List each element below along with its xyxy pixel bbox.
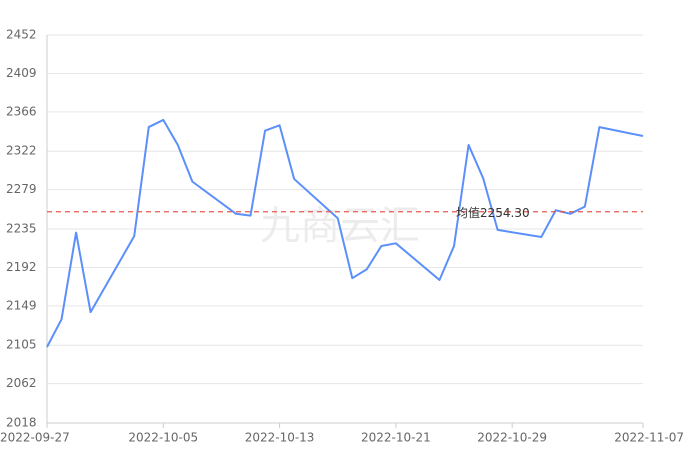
y-tick-label: 2322 <box>6 144 37 158</box>
y-tick-label: 2235 <box>6 222 37 236</box>
x-tick-label: 2022-10-29 <box>477 431 547 445</box>
y-tick-label: 2105 <box>6 338 37 352</box>
line-series <box>46 118 644 348</box>
y-tick-label: 2409 <box>6 66 37 80</box>
x-tick-label: 2022-11-07 <box>614 431 684 445</box>
y-tick-label: 2062 <box>6 376 37 390</box>
average-label: 均值2254.30 <box>456 205 530 220</box>
y-tick-label: 2149 <box>6 298 37 312</box>
x-tick-label: 2022-09-27 <box>0 431 70 445</box>
x-tick-label: 2022-10-13 <box>245 431 315 445</box>
y-tick-label: 2366 <box>6 104 37 118</box>
y-tick-label: 2279 <box>6 182 37 196</box>
y-tick-label: 2192 <box>6 260 37 274</box>
y-tick-label: 2452 <box>6 28 37 42</box>
x-tick-label: 2022-10-05 <box>128 431 198 445</box>
y-tick-label: 2018 <box>6 416 37 430</box>
x-tick-label: 2022-10-21 <box>361 431 431 445</box>
